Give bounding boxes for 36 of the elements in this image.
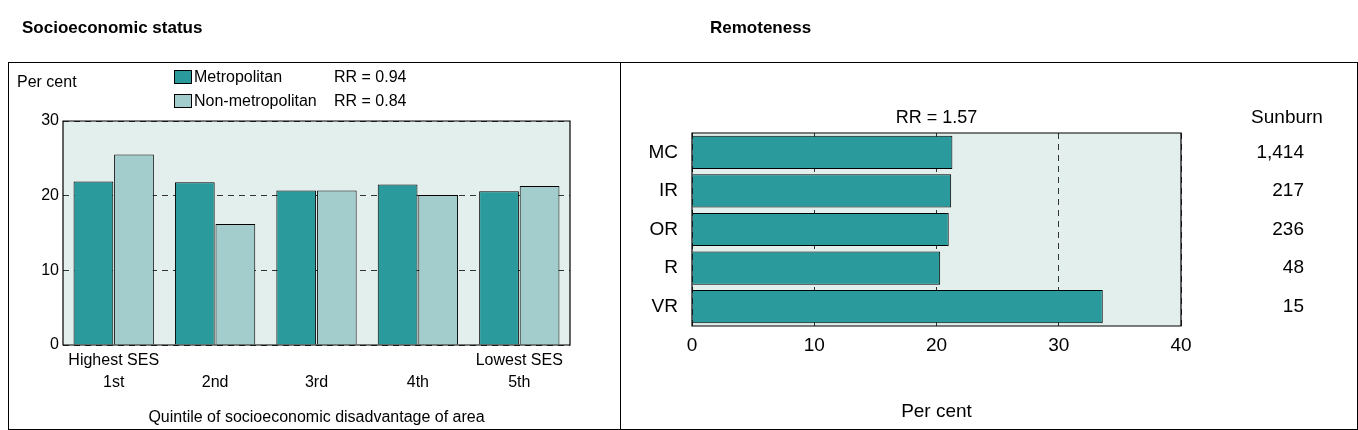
x-tick-label: 1st xyxy=(103,373,125,391)
text: Lowest SES xyxy=(475,351,563,369)
y-tick-label: 20 xyxy=(41,186,60,204)
x-tick-label: 3rd xyxy=(304,373,329,391)
text: 48 xyxy=(1282,256,1304,278)
text: Highest SES xyxy=(68,351,160,369)
y-axis-title: Per cent xyxy=(17,73,78,91)
x-tick-label: 10 xyxy=(803,333,825,355)
y-tick-label: 10 xyxy=(41,260,60,278)
legend-label: Metropolitan xyxy=(194,68,284,86)
text: 236 xyxy=(1272,217,1304,239)
x-tick-label: 40 xyxy=(1170,333,1192,355)
x-axis-title: Quintile of socioeconomic disadvantage of area xyxy=(148,407,485,425)
text: RR = 1.57 xyxy=(895,106,978,127)
x-tick-label: 2nd xyxy=(201,373,229,391)
x-tick-label: 4th xyxy=(406,373,430,391)
y-tick-label: R xyxy=(664,256,678,278)
x-tick-label: 0 xyxy=(686,333,698,355)
y-tick-label: OR xyxy=(649,217,678,239)
x-axis-title: Per cent xyxy=(901,399,973,421)
x-tick-label: 5th xyxy=(508,373,531,391)
text: RR = 0.94 xyxy=(334,68,407,86)
text: Sunburn xyxy=(1251,106,1323,128)
x-tick-label: 20 xyxy=(925,333,948,355)
text: RR = 0.84 xyxy=(334,92,407,110)
text: 15 xyxy=(1282,294,1304,316)
text: 1,414 xyxy=(1256,140,1305,162)
y-tick-label: 30 xyxy=(41,111,60,129)
chart-title: Socioeconomic status xyxy=(22,18,203,38)
chart-title: Remoteness xyxy=(710,18,812,38)
y-tick-label: VR xyxy=(651,294,678,316)
legend-label: Non-metropolitan xyxy=(194,92,318,110)
y-tick-label: MC xyxy=(648,140,678,162)
y-tick-label: IR xyxy=(659,179,678,201)
text: 217 xyxy=(1272,179,1304,201)
x-tick-label: 30 xyxy=(1048,333,1070,355)
